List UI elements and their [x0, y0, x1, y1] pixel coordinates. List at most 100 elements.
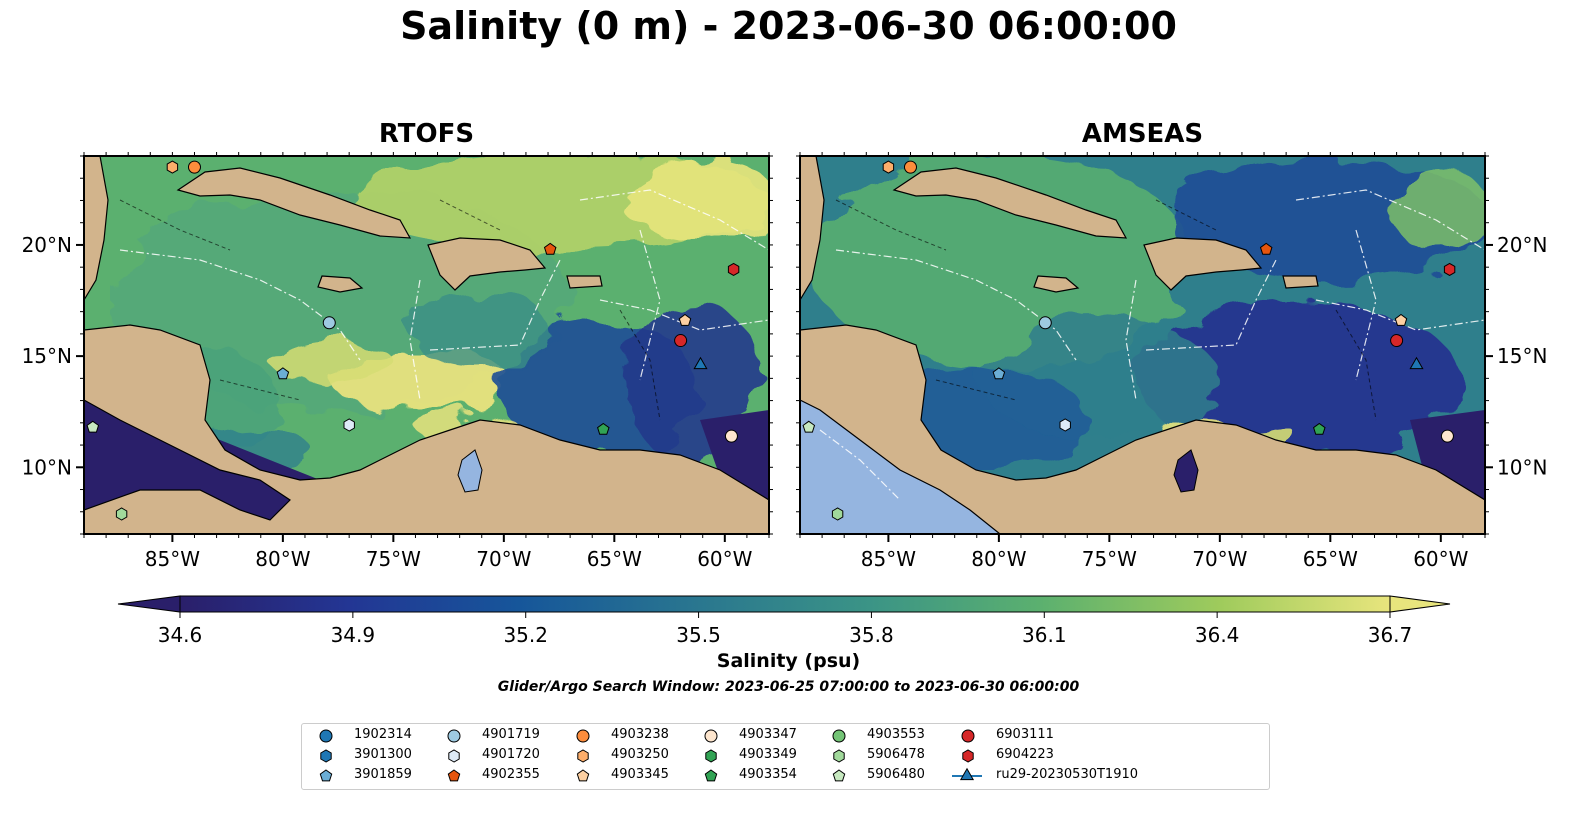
legend-marker-icon: [448, 749, 460, 763]
lat-tick-label: 15°N: [1497, 344, 1547, 368]
lat-tick-label: 20°N: [22, 233, 72, 257]
legend-label: 3901300: [354, 747, 412, 762]
legend-marker-icon: [704, 769, 718, 782]
legend-marker-icon: [704, 729, 718, 743]
lon-tick-label: 65°W: [587, 547, 642, 571]
legend-label: 4901720: [482, 747, 540, 762]
float-marker-4903354: [1313, 422, 1326, 435]
legend-label: 4903349: [739, 747, 797, 762]
float-marker-ru29-20230530T1910: [1409, 356, 1424, 370]
float-marker-4903347: [724, 429, 738, 443]
float-marker-4903347: [1440, 429, 1454, 443]
float-marker-4903354: [597, 422, 610, 435]
legend-label: 1902314: [354, 727, 412, 742]
float-marker-5906480: [802, 420, 816, 433]
figure-title: Salinity (0 m) - 2023-06-30 06:00:00: [400, 4, 1177, 48]
legend-label: ru29-20230530T1910: [996, 767, 1139, 782]
lon-tick-label: 85°W: [145, 547, 200, 571]
legend-label: 3901859: [354, 767, 412, 782]
legend-label: 6904223: [996, 747, 1054, 762]
legend-label: 4903553: [867, 727, 925, 742]
float-marker-5906480: [86, 420, 100, 433]
legend-marker-icon: [577, 749, 589, 763]
lon-tick-label: 65°W: [1303, 547, 1358, 571]
legend-marker-icon: [705, 749, 717, 763]
lat-tick-label: 20°N: [1497, 233, 1547, 257]
float-marker-4901719: [1038, 316, 1052, 330]
colorbar-tick-label: 34.6: [158, 623, 203, 647]
map-axes: 85°W 80°W 75°W 70°W 65°W 60°W 20°N 15°N 10°N 85°W…: [22, 152, 1547, 571]
lon-tick-label: 70°W: [1192, 547, 1247, 571]
float-marker-4903345: [678, 313, 692, 326]
legend-marker-icon: [319, 729, 333, 743]
legend-marker-icon: [832, 769, 846, 782]
legend-label: 4903250: [611, 747, 669, 762]
legend-label: 4903354: [739, 767, 797, 782]
legend-label: 4901719: [482, 727, 540, 742]
map-panel-rtofs: [84, 156, 769, 534]
legend-marker-icon: [320, 749, 332, 763]
legend-marker-icon: [832, 729, 846, 743]
legend-label: 4903345: [611, 767, 669, 782]
lon-tick-label: 60°W: [1413, 547, 1468, 571]
float-marker-4901720: [343, 418, 355, 432]
map-figure: 85°W 80°W 75°W 70°W 65°W 60°W 20°N 15°N 10°N 85°W…: [22, 152, 1547, 647]
map-panel-amseas: [800, 156, 1485, 534]
legend-marker-icon: [319, 769, 333, 782]
panel-title-amseas: AMSEAS: [1081, 119, 1204, 149]
legend-marker-icon: [447, 769, 461, 782]
float-markers-amseas: [802, 160, 1456, 521]
float-marker-4903250: [882, 160, 895, 174]
colorbar: 34.6 34.9 35.2 35.5 35.8 36.1 36.4 36.7: [117, 595, 1451, 647]
float-marker-4903250: [166, 160, 179, 174]
float-marker-ru29-20230530T1910: [693, 356, 708, 370]
float-marker-4901720: [1059, 418, 1071, 432]
lat-tick-label: 15°N: [22, 344, 72, 368]
legend-marker-icon: [962, 749, 974, 763]
lon-tick-label: 80°W: [255, 547, 310, 571]
legend-label: 6903111: [996, 727, 1054, 742]
float-marker-6903111: [674, 334, 688, 348]
legend-label: 5906480: [867, 767, 925, 782]
panel-title-rtofs: RTOFS: [378, 119, 475, 149]
lon-tick-label: 75°W: [1082, 547, 1137, 571]
search-window-caption: Glider/Argo Search Window: 2023-06-25 07…: [497, 679, 1080, 695]
legend-marker-icon: [576, 729, 590, 743]
float-marker-6903111: [1390, 334, 1404, 348]
legend-marker-icon: [447, 729, 461, 743]
float-marker-6904223: [1443, 262, 1456, 276]
float-marker-3901859: [276, 367, 290, 380]
lon-tick-label: 70°W: [476, 547, 531, 571]
legend-marker-icon: [833, 749, 845, 763]
legend-marker-icon: [576, 769, 590, 782]
colorbar-tick-label: 35.2: [503, 623, 548, 647]
legend-label: 5906478: [867, 747, 925, 762]
colorbar-tick-label: 35.8: [849, 623, 894, 647]
legend-marker-icon: [961, 729, 975, 743]
colorbar-label: Salinity (psu): [716, 650, 861, 672]
float-marker-4903238: [903, 160, 917, 174]
float-marker-5906478: [115, 507, 128, 521]
colorbar-tick-label: 36.4: [1195, 623, 1240, 647]
legend-label: 4902355: [482, 767, 540, 782]
float-marker-3901859: [992, 367, 1006, 380]
float-marker-4902355: [1259, 242, 1273, 255]
float-markers-rtofs: [86, 160, 740, 521]
lon-tick-label: 60°W: [697, 547, 752, 571]
float-marker-4903345: [1394, 313, 1408, 326]
colorbar-tick-label: 34.9: [331, 623, 376, 647]
float-marker-5906478: [831, 507, 844, 521]
lon-tick-label: 80°W: [971, 547, 1026, 571]
float-marker-4901719: [322, 316, 336, 330]
lon-tick-label: 75°W: [366, 547, 421, 571]
legend-label: 4903238: [611, 727, 669, 742]
float-marker-4902355: [543, 242, 557, 255]
lat-tick-label: 10°N: [1497, 455, 1547, 479]
colorbar-tick-label: 35.5: [676, 623, 721, 647]
colorbar-tick-label: 36.7: [1368, 623, 1413, 647]
lon-tick-label: 85°W: [861, 547, 916, 571]
lat-tick-label: 10°N: [22, 455, 72, 479]
float-marker-4903238: [187, 160, 201, 174]
legend: 1902314 3901300 3901859 4901719 4901720 49023…: [301, 723, 1270, 790]
colorbar-tick-label: 36.1: [1022, 623, 1067, 647]
